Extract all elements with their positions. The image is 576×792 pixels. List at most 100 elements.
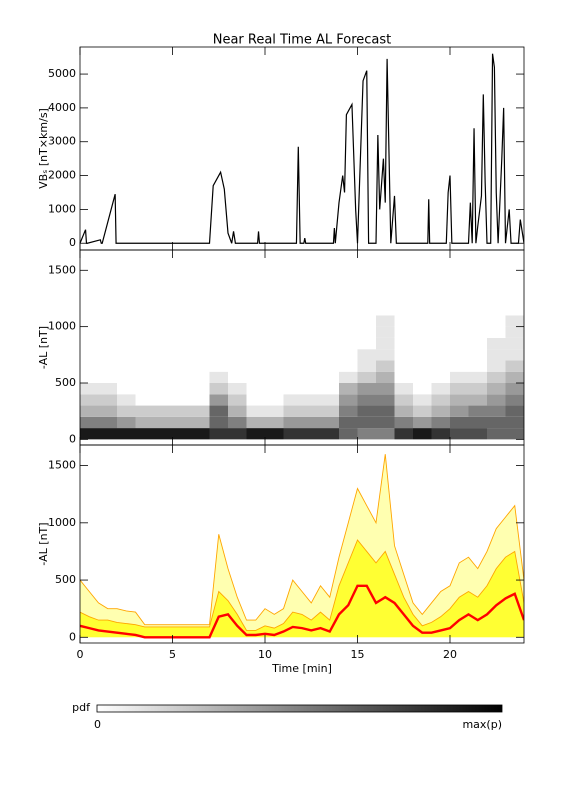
heat-cell xyxy=(80,304,99,316)
heat-cell xyxy=(413,360,432,372)
heat-cell xyxy=(505,383,524,395)
heat-cell xyxy=(246,349,265,361)
y-tick-label: 5000 xyxy=(48,67,76,80)
heat-cell xyxy=(154,304,173,316)
heat-cell xyxy=(376,394,395,406)
heat-cell xyxy=(431,304,450,316)
heat-cell xyxy=(117,349,136,361)
heat-cell xyxy=(246,360,265,372)
heat-cell xyxy=(98,394,117,406)
heat-cell xyxy=(413,349,432,361)
heat-cell xyxy=(265,360,284,372)
heat-cell xyxy=(302,326,321,338)
heat-cell xyxy=(320,304,339,316)
heat-cell xyxy=(339,416,358,429)
heat-cell xyxy=(376,416,395,429)
heat-cell xyxy=(450,326,469,338)
heat-cell xyxy=(487,394,506,406)
heat-cell xyxy=(117,326,136,338)
heat-cell xyxy=(468,360,487,372)
heat-cell xyxy=(191,360,210,372)
heat-cell xyxy=(376,304,395,316)
y-tick-label: 500 xyxy=(55,573,76,586)
heat-cell xyxy=(505,337,524,350)
heat-cell xyxy=(283,315,302,327)
heat-cell xyxy=(339,337,358,350)
heat-cell xyxy=(302,416,321,429)
heat-cell xyxy=(450,371,469,384)
heat-cell xyxy=(246,383,265,395)
heat-cell xyxy=(357,371,376,384)
heat-cell xyxy=(228,416,247,429)
heat-cell xyxy=(302,337,321,350)
y-tick-label: 500 xyxy=(55,376,76,389)
heat-cell xyxy=(228,315,247,327)
heat-cell xyxy=(413,304,432,316)
heat-cell xyxy=(172,349,191,361)
heat-cell xyxy=(80,360,99,372)
heat-cell xyxy=(265,416,284,429)
heat-cell xyxy=(487,416,506,429)
heat-cell xyxy=(505,349,524,361)
heat-cell xyxy=(135,360,154,372)
heat-cell xyxy=(320,394,339,406)
heat-cell xyxy=(172,326,191,338)
heat-cell xyxy=(98,304,117,316)
heat-cell xyxy=(135,394,154,406)
heat-cell xyxy=(450,304,469,316)
heat-cell xyxy=(302,371,321,384)
heat-cell xyxy=(320,416,339,429)
heat-cell xyxy=(172,405,191,417)
heat-cell xyxy=(135,326,154,338)
heat-cell xyxy=(450,405,469,417)
heat-cell xyxy=(172,371,191,384)
heat-cell xyxy=(209,326,228,338)
heat-cell xyxy=(265,428,284,440)
heat-cell xyxy=(413,315,432,327)
x-tick-label: 0 xyxy=(77,648,84,661)
heat-cell xyxy=(376,383,395,395)
heat-cell xyxy=(191,416,210,429)
heat-cell xyxy=(246,315,265,327)
heat-cell xyxy=(487,315,506,327)
heat-cell xyxy=(246,416,265,429)
heat-cell xyxy=(505,394,524,406)
colorbar-min-label: 0 xyxy=(94,718,101,731)
heat-cell xyxy=(431,326,450,338)
heat-cell xyxy=(505,304,524,316)
heat-cell xyxy=(376,315,395,327)
heat-cell xyxy=(431,371,450,384)
heat-cell xyxy=(431,360,450,372)
heat-cell xyxy=(376,371,395,384)
y-tick-label: 1500 xyxy=(48,459,76,472)
heat-cell xyxy=(172,416,191,429)
heat-cell xyxy=(376,349,395,361)
heat-cell xyxy=(135,383,154,395)
heat-cell xyxy=(172,428,191,440)
heat-cell xyxy=(450,428,469,440)
heat-cell xyxy=(98,326,117,338)
heat-cell xyxy=(487,360,506,372)
heat-cell xyxy=(394,428,413,440)
heat-cell xyxy=(228,326,247,338)
heat-cell xyxy=(154,428,173,440)
heat-cell xyxy=(209,394,228,406)
heat-cell xyxy=(98,360,117,372)
heat-cell xyxy=(209,349,228,361)
heat-cell xyxy=(228,337,247,350)
heat-cell xyxy=(117,383,136,395)
heat-cell xyxy=(246,326,265,338)
heat-cell xyxy=(320,315,339,327)
heat-cell xyxy=(228,360,247,372)
heat-cell xyxy=(209,337,228,350)
heat-cell xyxy=(98,337,117,350)
heat-cell xyxy=(80,394,99,406)
heat-cell xyxy=(468,326,487,338)
heat-cell xyxy=(431,428,450,440)
heat-cell xyxy=(191,349,210,361)
heat-cell xyxy=(487,326,506,338)
heat-cell xyxy=(191,337,210,350)
y-tick-label: 0 xyxy=(69,236,76,249)
x-axis-label: Time [min] xyxy=(271,662,332,675)
heat-cell xyxy=(339,394,358,406)
